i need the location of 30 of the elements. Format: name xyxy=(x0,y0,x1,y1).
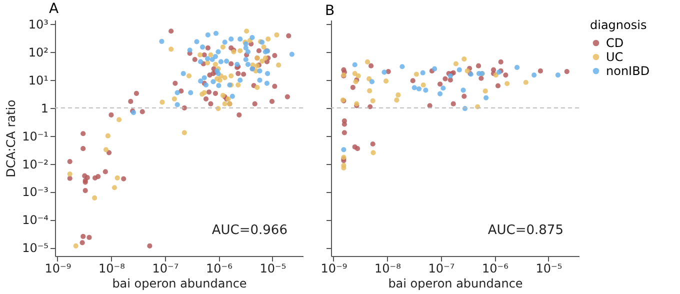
x-axis-title: bai operon abundance xyxy=(388,276,523,290)
x-tick-label: 10⁻⁸ xyxy=(98,262,126,276)
x-tick-label: 10⁻⁹ xyxy=(320,262,348,276)
x-tick-label: 10⁻⁵ xyxy=(260,262,286,276)
y-tick-label: 10³ xyxy=(28,18,49,32)
y-tick-label: 10² xyxy=(28,46,49,60)
x-tick-label: 10⁻⁸ xyxy=(374,262,402,276)
x-tick-label: 10⁻⁶ xyxy=(206,262,233,276)
annotation: AUC=0.875 xyxy=(488,223,564,238)
legend-label: CD xyxy=(606,36,624,50)
legend-label: nonIBD xyxy=(606,64,650,78)
annotation: AUC=0.966 xyxy=(212,223,288,238)
y-tick-label: 10⁻⁴ xyxy=(22,213,49,228)
y-tick-label: 10¹ xyxy=(28,73,49,88)
y-axis-title: DCA:CA ratio xyxy=(4,100,18,178)
y-tick-label: 10⁻² xyxy=(22,157,49,172)
chart-title: B xyxy=(325,3,335,19)
x-axis-title: bai operon abundance xyxy=(112,276,247,290)
y-tick-label: 10⁻³ xyxy=(22,185,49,200)
chart-title: A xyxy=(49,1,59,18)
x-tick-label: 10⁻⁷ xyxy=(152,262,179,276)
x-tick-label: 10⁻⁹ xyxy=(44,262,72,276)
x-tick-label: 10⁻⁶ xyxy=(482,262,509,276)
x-tick-label: 10⁻⁷ xyxy=(428,262,455,276)
legend-label: UC xyxy=(606,50,624,64)
x-tick-label: 10⁻⁵ xyxy=(536,262,562,276)
y-tick-label: 10⁻¹ xyxy=(22,129,49,144)
y-tick-label: 10⁻⁵ xyxy=(22,241,49,256)
y-tick-label: 1 xyxy=(40,101,48,116)
legend-title: diagnosis xyxy=(590,18,647,32)
